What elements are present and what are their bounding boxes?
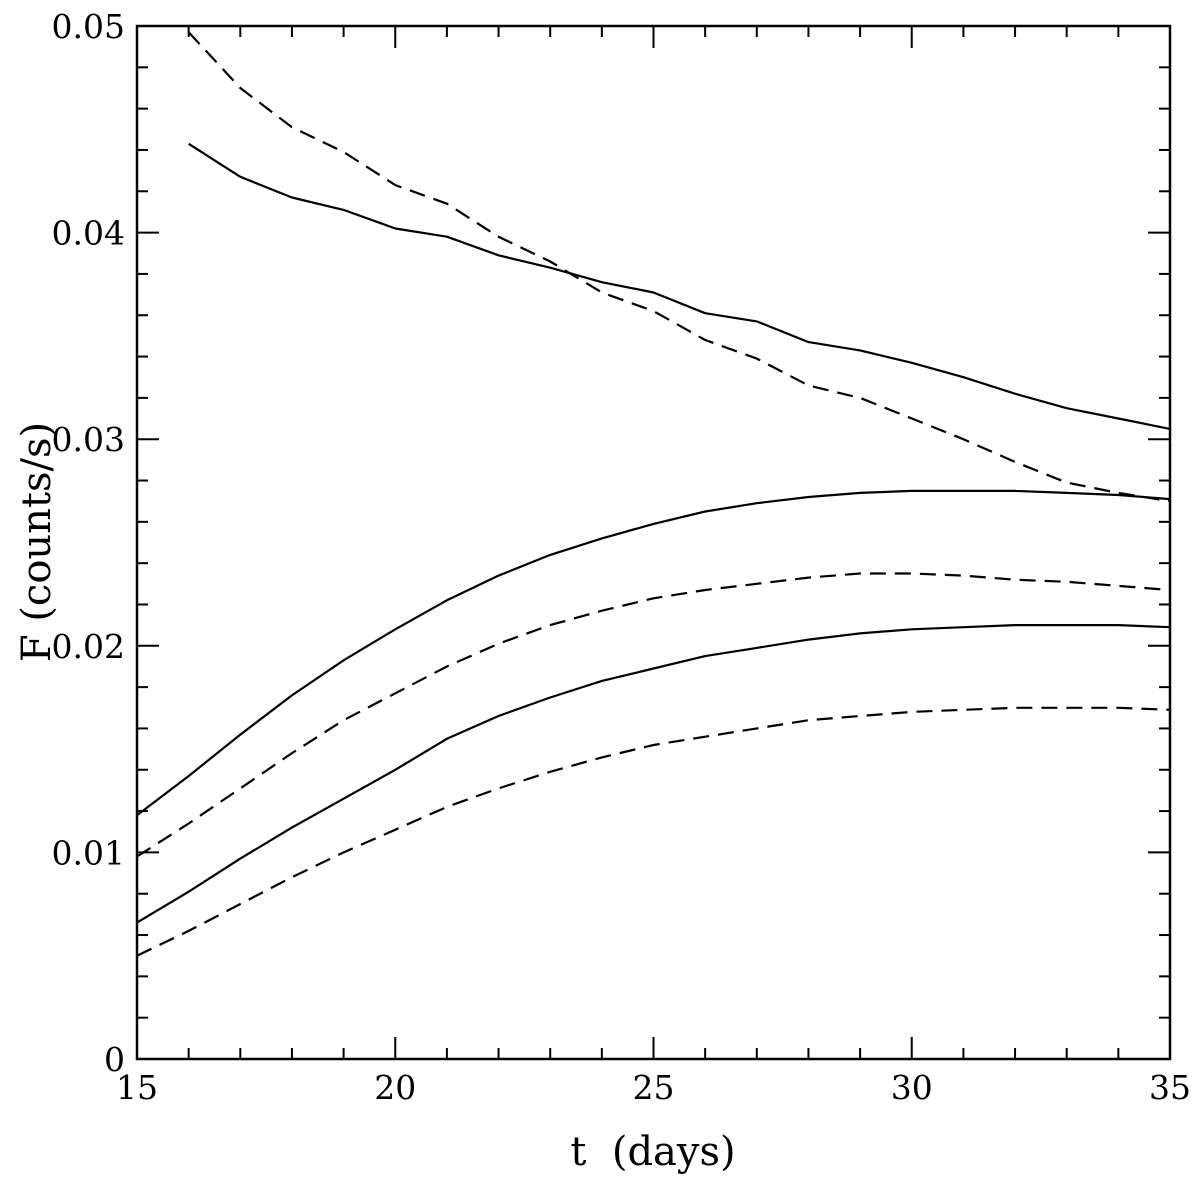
y-axis-label: F (counts/s) bbox=[14, 422, 60, 662]
series-line-5-solid bbox=[136, 623, 1171, 924]
x-tick-label: 30 bbox=[891, 1068, 933, 1107]
series-line-6-dashed bbox=[136, 706, 1171, 957]
y-tick-label: 0.02 bbox=[52, 627, 125, 666]
x-tick-label: 20 bbox=[374, 1068, 416, 1107]
series-line-1-solid bbox=[188, 142, 1171, 430]
y-tick-label: 0.04 bbox=[52, 214, 125, 253]
y-tick-label: 0.03 bbox=[52, 420, 125, 459]
plot-frame bbox=[135, 24, 1172, 1061]
series-line-2-dashed bbox=[187, 31, 1171, 503]
series-lines bbox=[136, 31, 1171, 957]
x-tick-label: 25 bbox=[633, 1068, 675, 1107]
tick-labels: 15 20 25 30 35 0 0.01 0.02 0.03 0.04 0.05 bbox=[52, 7, 1191, 1107]
y-tick-label: 0 bbox=[104, 1040, 125, 1079]
x-axis-label: t (days) bbox=[570, 1129, 735, 1175]
y-tick-label: 0.01 bbox=[52, 833, 125, 872]
x-tick-label: 15 bbox=[116, 1068, 158, 1107]
ticks bbox=[136, 25, 1171, 1060]
y-tick-label: 0.05 bbox=[52, 7, 125, 46]
x-tick-label: 35 bbox=[1149, 1068, 1191, 1107]
series-line-4-dashed bbox=[136, 572, 1171, 858]
series-line-3-solid bbox=[136, 489, 1171, 817]
